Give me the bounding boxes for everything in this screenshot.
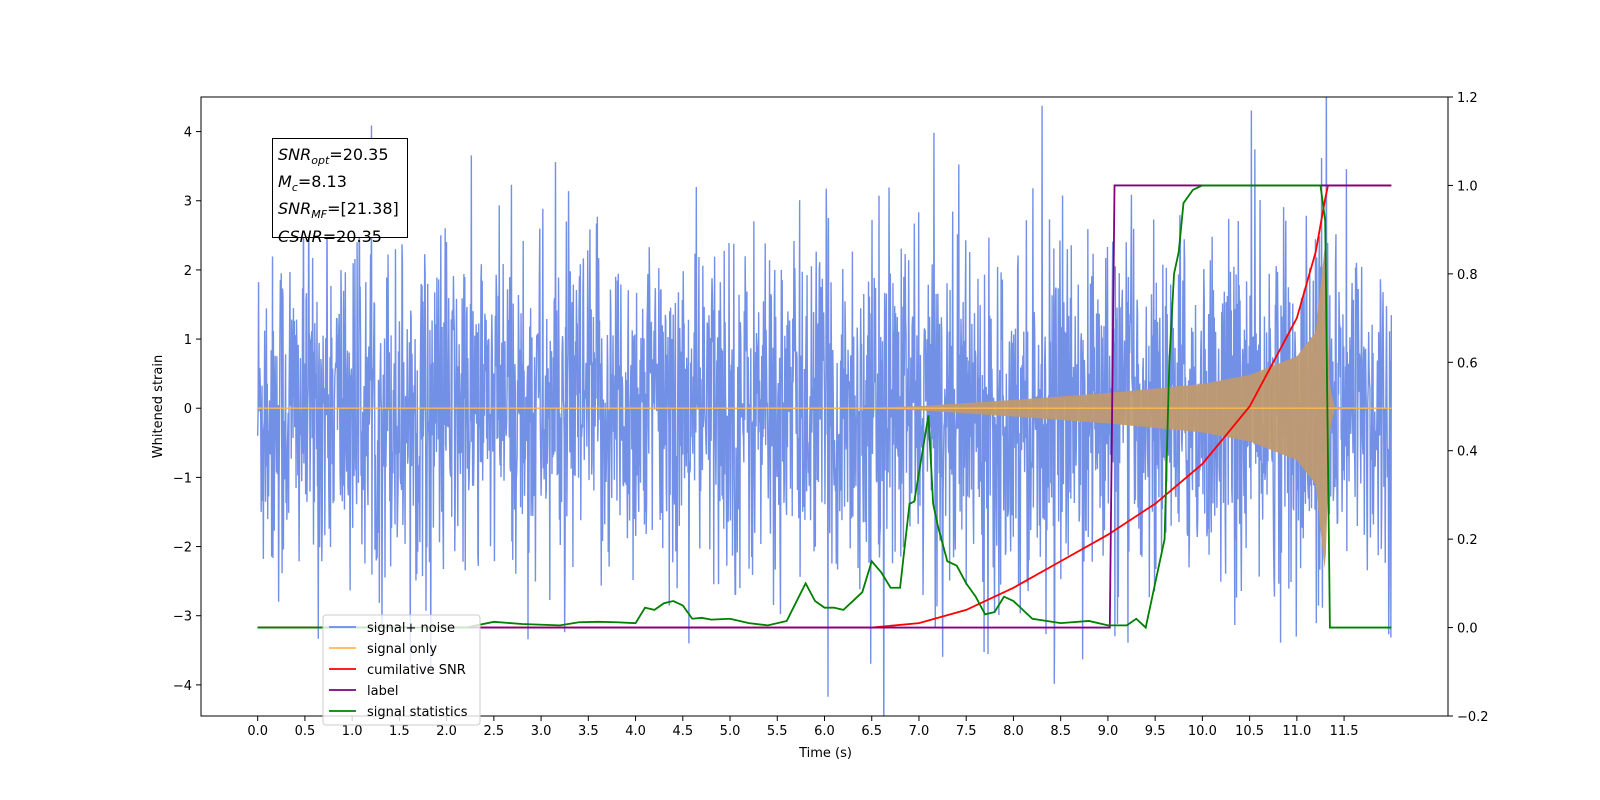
x-tick-label: 5.0 bbox=[720, 724, 741, 739]
x-tick-label: 11.0 bbox=[1282, 724, 1311, 739]
snr-opt-line: SNRopt=20.35 bbox=[278, 145, 389, 168]
x-tick-label: 1.5 bbox=[389, 724, 410, 739]
x-tick-label: 6.5 bbox=[861, 724, 882, 739]
y2-tick-label: 1.0 bbox=[1457, 179, 1478, 194]
x-axis-label: Time (s) bbox=[798, 746, 852, 761]
y2-tick-label: 1.2 bbox=[1457, 91, 1478, 106]
signal-statistics-line bbox=[257, 184, 1392, 630]
y2-tick-label: 0.6 bbox=[1457, 356, 1478, 371]
y-axis-label: Whitened strain bbox=[151, 355, 166, 458]
plot-area bbox=[256, 97, 1393, 716]
legend: signal+ noise signal only cumilative SNR la… bbox=[322, 614, 481, 726]
x-tick-label: 4.5 bbox=[672, 724, 693, 739]
series-group bbox=[256, 97, 1393, 716]
y-tick-label: −4 bbox=[173, 679, 192, 694]
x-tick-label: 2.0 bbox=[436, 724, 457, 739]
axes: 0.0 0.5 1.0 1.5 2.0 2.5 3.0 3.5 4.0 4.5 5.0 5.5 6.0 6… bbox=[151, 91, 1489, 761]
legend-label: label bbox=[367, 684, 398, 699]
x-tick-label: 7.0 bbox=[909, 724, 930, 739]
x-tick-label: 9.0 bbox=[1098, 724, 1119, 739]
legend-box bbox=[322, 614, 481, 726]
cumulative-snr-line bbox=[257, 184, 1392, 629]
x-tick-label: 0.5 bbox=[295, 724, 316, 739]
y-tick-label: 1 bbox=[184, 333, 192, 348]
x-tick-label: 9.5 bbox=[1145, 724, 1166, 739]
x-tick-label: 11.5 bbox=[1330, 724, 1359, 739]
x-tick-label: 8.0 bbox=[1003, 724, 1024, 739]
legend-label: signal+ noise bbox=[367, 621, 455, 636]
y2-tick-label: 0.2 bbox=[1457, 533, 1478, 548]
y-tick-label: −1 bbox=[173, 471, 192, 486]
legend-label: cumilative SNR bbox=[367, 663, 466, 678]
y2-tick-label: 0.4 bbox=[1457, 445, 1478, 460]
y2-tick-label: −0.2 bbox=[1457, 710, 1489, 725]
x-tick-label: 2.5 bbox=[484, 724, 505, 739]
y-tick-label: 3 bbox=[184, 195, 192, 210]
x-tick-label: 3.0 bbox=[531, 724, 552, 739]
snr-mf-line: SNRMF=[21.38] bbox=[278, 199, 399, 222]
x-tick-label: 4.0 bbox=[625, 724, 646, 739]
x-tick-label: 3.5 bbox=[578, 724, 599, 739]
legend-label: signal only bbox=[367, 642, 437, 657]
csnr-line: CSNR=20.35 bbox=[278, 226, 382, 246]
y-tick-label: 0 bbox=[184, 402, 192, 417]
x-tick-label: 8.5 bbox=[1050, 724, 1071, 739]
y2-tick-label: 0.0 bbox=[1457, 622, 1478, 637]
y-tick-label: −2 bbox=[173, 541, 192, 556]
x-tick-label: 0.0 bbox=[247, 724, 268, 739]
x-tick-label: 10.0 bbox=[1188, 724, 1217, 739]
info-box: SNRopt=20.35 Mc=8.13 SNRMF=[21.38] CSNR=… bbox=[272, 138, 408, 246]
x-tick-label: 5.5 bbox=[767, 724, 788, 739]
y-tick-label: 4 bbox=[184, 126, 192, 141]
y2-tick-label: 0.8 bbox=[1457, 268, 1478, 283]
x-tick-label: 7.5 bbox=[956, 724, 977, 739]
x-tick-label: 10.5 bbox=[1235, 724, 1264, 739]
x-tick-label: 6.0 bbox=[814, 724, 835, 739]
chirp-mass-line: Mc=8.13 bbox=[278, 172, 347, 195]
y-tick-label: 2 bbox=[184, 264, 192, 279]
x-tick-label: 1.0 bbox=[342, 724, 363, 739]
legend-label: signal statistics bbox=[367, 705, 468, 720]
y-tick-label: −3 bbox=[173, 610, 192, 625]
